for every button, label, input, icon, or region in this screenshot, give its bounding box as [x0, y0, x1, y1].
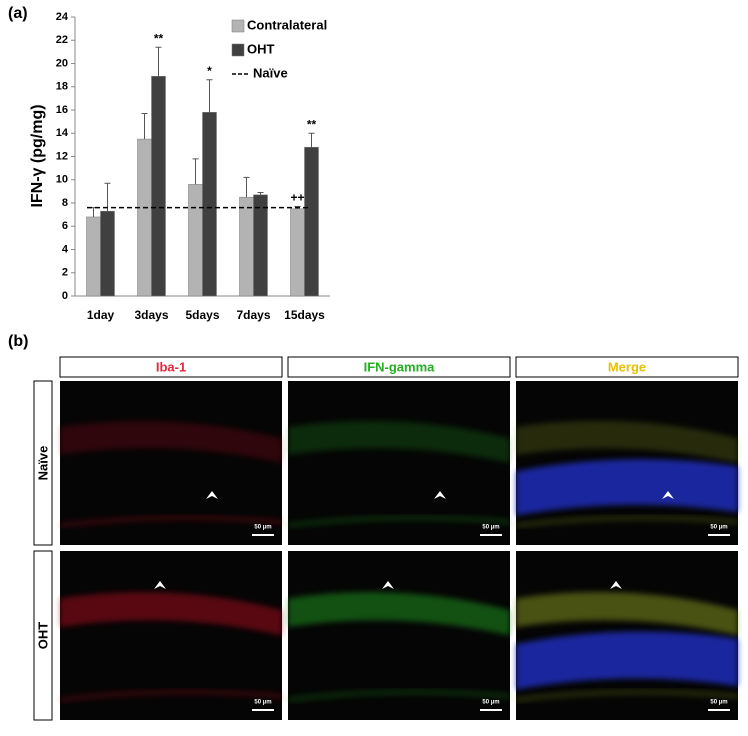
- y-tick-label: 2: [62, 267, 68, 279]
- y-tick-label: 8: [62, 197, 68, 209]
- legend-label: Naïve: [253, 65, 288, 80]
- legend-label: Contralateral: [247, 17, 327, 32]
- tissue-band: [60, 420, 282, 463]
- row-header: Naïve: [35, 446, 50, 481]
- error-bar: [192, 158, 199, 185]
- legend-label: OHT: [247, 41, 275, 56]
- faint-band: [287, 515, 511, 528]
- bar: [100, 210, 115, 297]
- error-bar: [206, 79, 213, 113]
- bar: [253, 194, 268, 297]
- faint-band: [59, 515, 283, 528]
- image-grid: Iba-1 IFN-gamma Merge Naïve 50 µm 50 µm 50 µm O…: [33, 356, 739, 721]
- nuclear-layer: [516, 631, 738, 690]
- significance-label: **: [154, 31, 164, 45]
- significance-label: ++: [290, 191, 304, 205]
- scale-bar-label: 50 µm: [254, 700, 271, 706]
- scale-bar-label: 50 µm: [482, 700, 499, 706]
- legend-swatch: [231, 43, 245, 57]
- x-tick-label: 15days: [284, 308, 325, 322]
- y-tick-label: 18: [56, 81, 68, 93]
- x-tick-label: 3days: [134, 308, 168, 322]
- column-header: Merge: [608, 359, 646, 374]
- arrowhead: [154, 581, 166, 589]
- tissue-band: [60, 592, 282, 636]
- error-bar: [257, 192, 264, 195]
- x-tick-label: 7days: [236, 308, 270, 322]
- bar: [202, 112, 217, 297]
- bar: [304, 146, 319, 297]
- panel-label: (b): [8, 333, 28, 350]
- panel-label: (a): [8, 5, 28, 22]
- error-bar: [90, 207, 97, 217]
- y-tick-label: 24: [56, 11, 69, 23]
- significance-label: *: [207, 64, 212, 78]
- row-header-box: [33, 550, 53, 721]
- y-tick-label: 6: [62, 220, 68, 232]
- error-bar: [141, 112, 148, 140]
- scale-bar-label: 50 µm: [710, 525, 727, 531]
- column-header: Iba-1: [156, 359, 186, 374]
- bar: [239, 196, 254, 297]
- scale-bar-label: 50 µm: [254, 525, 271, 531]
- error-bar: [308, 132, 315, 148]
- y-tick-label: 16: [56, 104, 68, 116]
- scale-bar-label: 50 µm: [482, 525, 499, 531]
- y-tick-label: 22: [56, 34, 68, 46]
- column-header: IFN-gamma: [364, 359, 436, 374]
- row-header-box: [33, 380, 53, 546]
- arrowhead: [382, 581, 394, 589]
- bar: [188, 184, 203, 297]
- row-header: OHT: [35, 622, 50, 650]
- y-tick-label: 12: [56, 150, 68, 162]
- tissue-band: [516, 420, 738, 463]
- error-bar: [104, 182, 111, 212]
- faint-band: [515, 515, 739, 528]
- arrowhead: [610, 581, 622, 589]
- y-tick-label: 20: [56, 57, 68, 69]
- bar: [86, 216, 101, 297]
- column-header-box: [515, 356, 739, 378]
- tissue-band: [516, 592, 738, 636]
- y-tick-label: 0: [62, 290, 68, 302]
- significance-label: **: [307, 117, 317, 131]
- y-tick-label: 14: [56, 127, 69, 139]
- y-tick-label: 10: [56, 174, 68, 186]
- y-tick-label: 4: [62, 243, 69, 255]
- arrowhead: [434, 491, 446, 499]
- tissue-band: [288, 592, 510, 636]
- column-header-box: [59, 356, 283, 378]
- column-header-box: [287, 356, 511, 378]
- faint-band: [59, 689, 283, 703]
- bar: [290, 208, 305, 297]
- arrowhead: [662, 491, 674, 499]
- x-tick-label: 5days: [185, 308, 219, 322]
- tissue-band: [288, 420, 510, 463]
- bar: [137, 138, 152, 297]
- legend-swatch: [231, 19, 245, 33]
- arrowhead: [206, 491, 218, 499]
- nuclear-layer: [516, 459, 738, 516]
- error-bar: [155, 46, 162, 77]
- scale-bar-label: 50 µm: [710, 700, 727, 706]
- faint-band: [287, 689, 511, 703]
- error-bar: [243, 176, 250, 198]
- faint-band: [515, 689, 739, 703]
- y-axis-label: IFN-γ (pg/mg): [29, 104, 46, 207]
- x-tick-label: 1day: [87, 308, 115, 322]
- bar: [151, 76, 166, 297]
